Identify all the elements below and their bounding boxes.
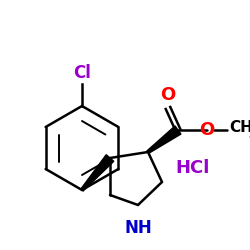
Polygon shape: [81, 155, 114, 191]
Text: O: O: [200, 121, 214, 139]
Text: CH: CH: [229, 120, 250, 136]
Polygon shape: [147, 126, 181, 153]
Text: Cl: Cl: [73, 64, 91, 82]
Text: O: O: [160, 86, 176, 104]
Text: 3: 3: [248, 130, 250, 140]
Text: NH: NH: [124, 219, 152, 237]
Text: HCl: HCl: [175, 159, 210, 177]
